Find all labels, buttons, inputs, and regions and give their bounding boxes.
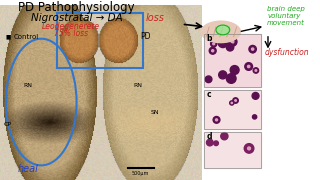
Text: SN: SN <box>151 110 159 115</box>
Circle shape <box>252 115 257 119</box>
Ellipse shape <box>201 21 241 43</box>
Circle shape <box>244 144 254 153</box>
Circle shape <box>245 63 252 70</box>
Ellipse shape <box>216 25 230 35</box>
Circle shape <box>249 45 256 53</box>
Circle shape <box>219 71 227 79</box>
Circle shape <box>231 102 232 104</box>
Circle shape <box>253 68 259 73</box>
Text: voluntary: voluntary <box>267 13 300 19</box>
Circle shape <box>235 100 236 101</box>
Text: b: b <box>206 34 212 43</box>
Text: RN: RN <box>133 84 142 88</box>
Circle shape <box>247 65 250 68</box>
Circle shape <box>233 98 238 103</box>
Circle shape <box>213 116 220 123</box>
Circle shape <box>228 37 237 46</box>
Bar <box>204 34 261 87</box>
Circle shape <box>230 101 234 105</box>
Circle shape <box>206 139 213 146</box>
Text: CP: CP <box>4 122 12 127</box>
Bar <box>204 90 261 129</box>
Circle shape <box>212 50 214 52</box>
Circle shape <box>226 74 236 83</box>
Circle shape <box>230 66 239 74</box>
Circle shape <box>211 41 217 47</box>
Circle shape <box>248 147 251 150</box>
Circle shape <box>255 70 257 71</box>
Circle shape <box>209 47 216 54</box>
Circle shape <box>214 141 218 146</box>
Text: 500μm: 500μm <box>132 171 149 176</box>
Text: PD Pathophysiology: PD Pathophysiology <box>18 1 135 14</box>
Text: loss: loss <box>145 13 164 23</box>
Text: brain deep: brain deep <box>267 6 305 12</box>
Text: Leodegenerete: Leodegenerete <box>42 22 100 31</box>
Circle shape <box>231 40 234 43</box>
Circle shape <box>218 38 228 48</box>
Bar <box>204 132 261 168</box>
Text: c: c <box>206 90 211 99</box>
Text: movement: movement <box>267 20 305 26</box>
Circle shape <box>226 44 234 51</box>
Bar <box>57 13 143 68</box>
Text: RN: RN <box>23 84 32 88</box>
Text: d: d <box>206 132 212 141</box>
Text: PD: PD <box>140 32 150 41</box>
Text: dysfunction: dysfunction <box>265 48 310 57</box>
Circle shape <box>252 48 254 50</box>
Circle shape <box>223 39 230 46</box>
Text: Control: Control <box>14 34 39 40</box>
Text: heal: heal <box>18 164 38 174</box>
Bar <box>204 132 261 168</box>
Circle shape <box>221 133 228 140</box>
Text: ■: ■ <box>6 35 11 40</box>
Circle shape <box>213 43 215 45</box>
Circle shape <box>252 93 259 99</box>
Circle shape <box>251 48 255 53</box>
Bar <box>204 34 261 87</box>
Bar <box>204 90 261 129</box>
Text: 75% loss: 75% loss <box>54 29 88 38</box>
Text: Nigrostratal → DA: Nigrostratal → DA <box>31 13 123 23</box>
Circle shape <box>215 119 218 121</box>
Circle shape <box>205 76 212 83</box>
